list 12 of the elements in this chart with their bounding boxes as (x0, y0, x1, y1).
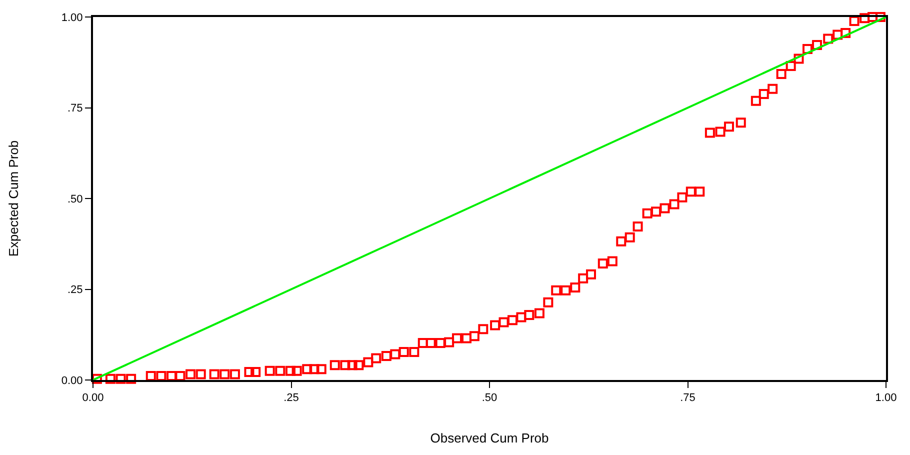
y-tick-label: 0.00 (61, 374, 83, 387)
x-tick-label: .25 (284, 392, 299, 404)
x-axis-title: Observed Cum Prob (430, 430, 549, 446)
y-axis-title: Expected Cum Prob (6, 140, 21, 257)
x-tick-label: 1.00 (875, 392, 897, 404)
y-tick-label: .75 (68, 102, 83, 115)
y-tick-label: .25 (68, 284, 83, 296)
x-tick-label: .50 (482, 392, 498, 404)
x-tick-label: 0.00 (82, 392, 104, 404)
x-tick-label: .75 (680, 392, 696, 404)
y-tick-label: .50 (68, 193, 83, 206)
y-tick-label: 1.00 (61, 12, 83, 24)
